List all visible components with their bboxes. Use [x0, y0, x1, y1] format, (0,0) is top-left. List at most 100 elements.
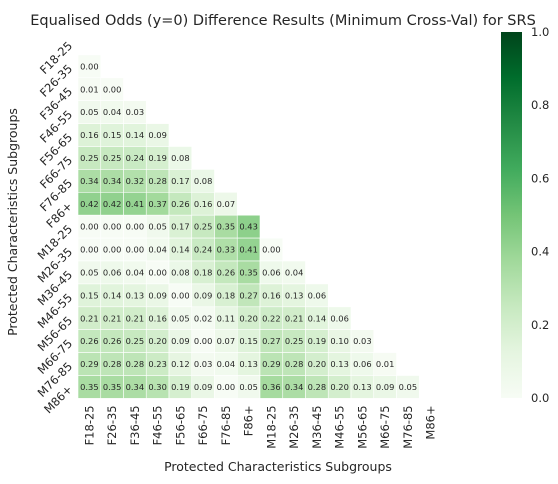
cell-value-label: 0.08 [194, 176, 212, 186]
cell-value-label: 0.41 [239, 245, 257, 255]
cell-value-label: 0.04 [126, 267, 144, 277]
cell-value-label: 0.09 [148, 290, 166, 300]
cell-value-label: 0.04 [148, 245, 166, 255]
cell-value-label: 0.00 [194, 336, 212, 346]
x-tick-label: F66-75 [196, 405, 210, 445]
cell-value-label: 0.00 [217, 382, 235, 392]
cell-value-label: 0.43 [239, 222, 257, 232]
cell-value-label: 0.28 [103, 359, 121, 369]
cell-value-label: 0.24 [126, 153, 144, 163]
x-tick-label: F56-65 [173, 405, 187, 445]
x-tick-label: M26-35 [287, 405, 301, 448]
y-axis-ticks: F18-25F26-35F36-45F46-55F56-65F66-75F76-… [35, 39, 76, 417]
cell-value-label: 0.06 [262, 267, 280, 277]
cell-value-label: 0.28 [285, 359, 303, 369]
cell-value-label: 0.25 [285, 336, 303, 346]
cell-value-label: 0.17 [171, 222, 189, 232]
cell-value-label: 0.02 [194, 313, 212, 323]
cell-value-label: 0.42 [103, 199, 121, 209]
cell-value-label: 0.22 [262, 313, 280, 323]
x-tick-label: M56-65 [355, 405, 369, 448]
cell-value-label: 0.26 [171, 199, 189, 209]
cell-value-label: 0.09 [171, 336, 189, 346]
cell-value-label: 0.05 [80, 107, 98, 117]
cell-value-label: 0.13 [285, 290, 303, 300]
cell-value-label: 0.09 [194, 290, 212, 300]
cell-value-label: 0.25 [194, 222, 212, 232]
cell-value-label: 0.00 [103, 84, 121, 94]
cell-value-label: 0.08 [171, 153, 189, 163]
heatmap-cell-labels: 0.00 0.01 0.00 0.05 0.04 0.03 0.16 0.15 0.14 0.09… [80, 61, 417, 392]
cell-value-label: 0.20 [239, 313, 257, 323]
colorbar-tick-label: 0.0 [531, 391, 549, 405]
cell-value-label: 0.32 [126, 176, 144, 186]
cell-value-label: 0.15 [239, 336, 257, 346]
cell-value-label: 0.17 [171, 176, 189, 186]
x-axis-ticks: F18-25 F26-35 F36-45 F46-55 F56-65 F66-75 F76-… [82, 405, 437, 448]
cell-value-label: 0.06 [103, 267, 121, 277]
cell-value-label: 0.07 [217, 336, 235, 346]
cell-value-label: 0.20 [148, 336, 166, 346]
cell-value-label: 0.36 [262, 382, 280, 392]
heatmap-cells [77, 54, 420, 399]
cell-value-label: 0.14 [126, 130, 144, 140]
cell-value-label: 0.03 [126, 107, 144, 117]
cell-value-label: 0.09 [376, 382, 394, 392]
cell-value-label: 0.01 [80, 84, 98, 94]
cell-value-label: 0.23 [148, 359, 166, 369]
cell-value-label: 0.21 [103, 313, 121, 323]
cell-value-label: 0.04 [217, 359, 235, 369]
cell-value-label: 0.15 [80, 290, 98, 300]
cell-value-label: 0.25 [103, 153, 121, 163]
cell-value-label: 0.41 [126, 199, 144, 209]
cell-value-label: 0.13 [330, 359, 348, 369]
cell-value-label: 0.30 [148, 382, 166, 392]
cell-value-label: 0.26 [217, 267, 235, 277]
x-tick-label: M86+ [424, 405, 438, 439]
cell-value-label: 0.16 [80, 130, 98, 140]
cell-value-label: 0.06 [308, 290, 326, 300]
chart-title: Equalised Odds (y=0) Difference Results … [30, 13, 536, 29]
cell-value-label: 0.16 [148, 313, 166, 323]
cell-value-label: 0.03 [353, 336, 371, 346]
cell-value-label: 0.14 [103, 290, 121, 300]
x-tick-label: M76-85 [401, 405, 415, 448]
cell-value-label: 0.06 [330, 313, 348, 323]
cell-value-label: 0.34 [285, 382, 303, 392]
cell-value-label: 0.08 [171, 267, 189, 277]
cell-value-label: 0.16 [262, 290, 280, 300]
cell-value-label: 0.13 [239, 359, 257, 369]
x-tick-label: F26-35 [105, 405, 119, 445]
cell-value-label: 0.00 [103, 222, 121, 232]
cell-value-label: 0.00 [126, 245, 144, 255]
cell-value-label: 0.35 [217, 222, 235, 232]
x-tick-label: F46-55 [151, 405, 165, 445]
x-tick-label: M46-55 [333, 405, 347, 448]
cell-value-label: 0.00 [80, 61, 98, 71]
cell-value-label: 0.21 [285, 313, 303, 323]
cell-value-label: 0.35 [239, 267, 257, 277]
cell-value-label: 0.11 [217, 313, 235, 323]
cell-value-label: 0.05 [239, 382, 257, 392]
cell-value-label: 0.03 [194, 359, 212, 369]
cell-value-label: 0.00 [171, 290, 189, 300]
cell-value-label: 0.09 [194, 382, 212, 392]
cell-value-label: 0.09 [148, 130, 166, 140]
cell-value-label: 0.18 [217, 290, 235, 300]
x-tick-label: M66-75 [378, 405, 392, 448]
cell-value-label: 0.19 [148, 153, 166, 163]
colorbar-tick-label: 0.8 [531, 98, 549, 112]
cell-value-label: 0.34 [80, 176, 98, 186]
cell-value-label: 0.21 [126, 313, 144, 323]
cell-value-label: 0.04 [103, 107, 121, 117]
cell-value-label: 0.19 [308, 336, 326, 346]
cell-value-label: 0.00 [262, 245, 280, 255]
cell-value-label: 0.05 [399, 382, 417, 392]
x-tick-label: F76-85 [219, 405, 233, 445]
cell-value-label: 0.01 [376, 359, 394, 369]
cell-value-label: 0.13 [126, 290, 144, 300]
colorbar-tick-label: 0.4 [531, 245, 549, 259]
cell-value-label: 0.26 [80, 336, 98, 346]
cell-value-label: 0.05 [80, 267, 98, 277]
